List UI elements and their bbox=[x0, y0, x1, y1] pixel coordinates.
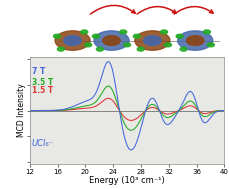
Text: UCl₆⁻: UCl₆⁻ bbox=[32, 139, 54, 148]
Circle shape bbox=[135, 31, 170, 50]
Circle shape bbox=[103, 36, 120, 45]
Text: 1.5 T: 1.5 T bbox=[32, 86, 53, 95]
Circle shape bbox=[120, 30, 127, 34]
Circle shape bbox=[137, 47, 144, 51]
Circle shape bbox=[207, 43, 214, 47]
Circle shape bbox=[133, 34, 140, 38]
Circle shape bbox=[176, 34, 183, 38]
Circle shape bbox=[55, 31, 90, 50]
Circle shape bbox=[57, 47, 64, 51]
Circle shape bbox=[94, 31, 129, 50]
Circle shape bbox=[144, 36, 161, 45]
Circle shape bbox=[164, 43, 172, 47]
Circle shape bbox=[54, 34, 60, 38]
Circle shape bbox=[96, 47, 103, 51]
Circle shape bbox=[186, 36, 204, 45]
Circle shape bbox=[81, 30, 88, 34]
Circle shape bbox=[124, 43, 131, 47]
Circle shape bbox=[64, 36, 81, 45]
Circle shape bbox=[203, 30, 210, 34]
Text: 7 T: 7 T bbox=[32, 67, 45, 76]
X-axis label: Energy (10³ cm⁻¹): Energy (10³ cm⁻¹) bbox=[89, 176, 165, 185]
Y-axis label: MCD Intensity: MCD Intensity bbox=[17, 84, 26, 137]
Circle shape bbox=[161, 30, 168, 34]
Circle shape bbox=[85, 43, 92, 47]
Circle shape bbox=[93, 34, 99, 38]
Circle shape bbox=[180, 47, 187, 51]
Circle shape bbox=[178, 31, 213, 50]
Text: 3.5 T: 3.5 T bbox=[32, 78, 53, 87]
